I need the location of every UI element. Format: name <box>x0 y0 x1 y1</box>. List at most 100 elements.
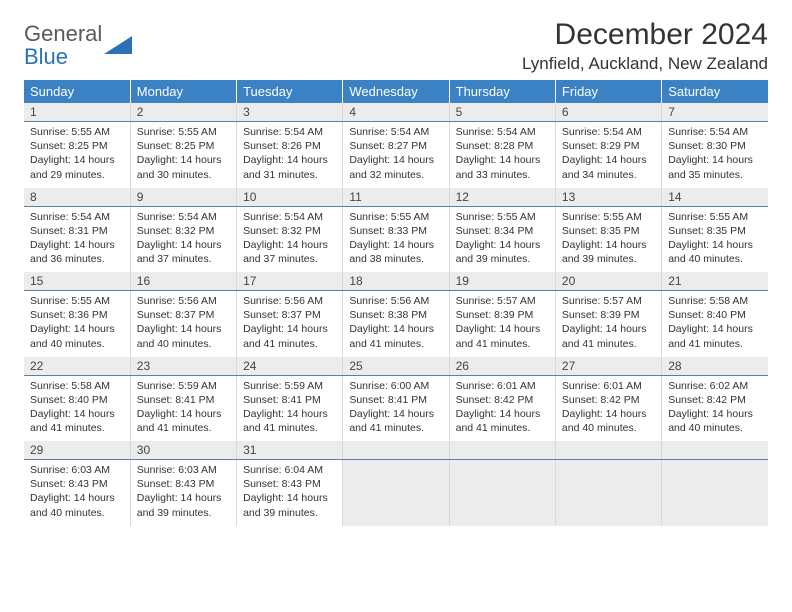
day-number-cell: 29 <box>24 441 130 460</box>
day-number: 29 <box>24 441 130 459</box>
day-details: Sunrise: 6:02 AMSunset: 8:42 PMDaylight:… <box>662 376 768 439</box>
day-details: Sunrise: 5:55 AMSunset: 8:34 PMDaylight:… <box>450 207 555 270</box>
day-details: Sunrise: 5:57 AMSunset: 8:39 PMDaylight:… <box>450 291 555 354</box>
day-number-cell: 23 <box>130 357 236 376</box>
day-body-cell: Sunrise: 5:58 AMSunset: 8:40 PMDaylight:… <box>24 375 130 441</box>
day-details: Sunrise: 5:59 AMSunset: 8:41 PMDaylight:… <box>237 376 342 439</box>
day-number-cell: 1 <box>24 103 130 122</box>
day-number-cell <box>343 441 449 460</box>
day-number-cell: 15 <box>24 272 130 291</box>
daynum-row: 1234567 <box>24 103 768 122</box>
day-number-cell: 24 <box>237 357 343 376</box>
day-body-cell: Sunrise: 5:56 AMSunset: 8:38 PMDaylight:… <box>343 291 449 357</box>
day-number-cell: 20 <box>555 272 661 291</box>
day-body-cell: Sunrise: 5:54 AMSunset: 8:29 PMDaylight:… <box>555 122 661 188</box>
day-body-cell: Sunrise: 5:55 AMSunset: 8:36 PMDaylight:… <box>24 291 130 357</box>
day-body-cell <box>555 460 661 526</box>
day-header: Sunday <box>24 80 130 103</box>
day-body-cell: Sunrise: 6:00 AMSunset: 8:41 PMDaylight:… <box>343 375 449 441</box>
day-details: Sunrise: 6:03 AMSunset: 8:43 PMDaylight:… <box>24 460 130 523</box>
daynum-row: 15161718192021 <box>24 272 768 291</box>
day-number: 27 <box>556 357 661 375</box>
day-number: 21 <box>662 272 768 290</box>
day-number: 22 <box>24 357 130 375</box>
day-number <box>343 441 448 445</box>
day-number-cell: 16 <box>130 272 236 291</box>
day-body-cell: Sunrise: 5:54 AMSunset: 8:31 PMDaylight:… <box>24 206 130 272</box>
day-body-row: Sunrise: 6:03 AMSunset: 8:43 PMDaylight:… <box>24 460 768 526</box>
day-body-cell: Sunrise: 5:55 AMSunset: 8:35 PMDaylight:… <box>555 206 661 272</box>
day-details: Sunrise: 5:55 AMSunset: 8:35 PMDaylight:… <box>662 207 768 270</box>
location: Lynfield, Auckland, New Zealand <box>522 54 768 74</box>
day-details: Sunrise: 5:54 AMSunset: 8:28 PMDaylight:… <box>450 122 555 185</box>
day-body-cell: Sunrise: 6:04 AMSunset: 8:43 PMDaylight:… <box>237 460 343 526</box>
day-number-cell <box>449 441 555 460</box>
day-number-cell: 10 <box>237 188 343 207</box>
day-details: Sunrise: 5:58 AMSunset: 8:40 PMDaylight:… <box>662 291 768 354</box>
daynum-row: 293031 <box>24 441 768 460</box>
day-number-cell: 11 <box>343 188 449 207</box>
logo: General Blue <box>24 22 134 68</box>
day-header: Saturday <box>662 80 768 103</box>
day-number: 13 <box>556 188 661 206</box>
day-number-cell: 9 <box>130 188 236 207</box>
day-number-cell: 2 <box>130 103 236 122</box>
day-number-cell: 30 <box>130 441 236 460</box>
day-details: Sunrise: 5:55 AMSunset: 8:35 PMDaylight:… <box>556 207 661 270</box>
day-number-cell <box>555 441 661 460</box>
day-number: 5 <box>450 103 555 121</box>
day-body-cell: Sunrise: 5:55 AMSunset: 8:25 PMDaylight:… <box>24 122 130 188</box>
day-details: Sunrise: 5:57 AMSunset: 8:39 PMDaylight:… <box>556 291 661 354</box>
day-details: Sunrise: 6:01 AMSunset: 8:42 PMDaylight:… <box>450 376 555 439</box>
daynum-row: 891011121314 <box>24 188 768 207</box>
day-number: 8 <box>24 188 130 206</box>
day-body-cell: Sunrise: 5:55 AMSunset: 8:34 PMDaylight:… <box>449 206 555 272</box>
day-number: 17 <box>237 272 342 290</box>
day-number-cell: 18 <box>343 272 449 291</box>
day-number: 30 <box>131 441 236 459</box>
title-block: December 2024 Lynfield, Auckland, New Ze… <box>522 18 768 74</box>
day-number: 12 <box>450 188 555 206</box>
day-number-cell: 8 <box>24 188 130 207</box>
day-body-cell: Sunrise: 5:54 AMSunset: 8:32 PMDaylight:… <box>237 206 343 272</box>
day-number-cell: 7 <box>662 103 768 122</box>
day-number: 2 <box>131 103 236 121</box>
day-body-cell: Sunrise: 5:56 AMSunset: 8:37 PMDaylight:… <box>130 291 236 357</box>
day-body-cell: Sunrise: 5:55 AMSunset: 8:35 PMDaylight:… <box>662 206 768 272</box>
logo-word-general: General <box>24 21 102 46</box>
day-body-cell: Sunrise: 5:55 AMSunset: 8:25 PMDaylight:… <box>130 122 236 188</box>
day-number <box>450 441 555 445</box>
logo-triangle-icon <box>104 34 134 56</box>
day-number-cell: 25 <box>343 357 449 376</box>
day-number: 19 <box>450 272 555 290</box>
day-body-cell: Sunrise: 5:54 AMSunset: 8:26 PMDaylight:… <box>237 122 343 188</box>
day-number: 25 <box>343 357 448 375</box>
day-number-cell: 6 <box>555 103 661 122</box>
day-number: 4 <box>343 103 448 121</box>
day-body-cell: Sunrise: 5:54 AMSunset: 8:30 PMDaylight:… <box>662 122 768 188</box>
day-body-cell: Sunrise: 5:57 AMSunset: 8:39 PMDaylight:… <box>555 291 661 357</box>
month-title: December 2024 <box>522 18 768 52</box>
day-body-cell: Sunrise: 6:03 AMSunset: 8:43 PMDaylight:… <box>24 460 130 526</box>
day-body-row: Sunrise: 5:55 AMSunset: 8:25 PMDaylight:… <box>24 122 768 188</box>
day-number: 9 <box>131 188 236 206</box>
day-body-cell: Sunrise: 5:54 AMSunset: 8:28 PMDaylight:… <box>449 122 555 188</box>
day-number: 6 <box>556 103 661 121</box>
day-number-cell: 19 <box>449 272 555 291</box>
day-details: Sunrise: 5:56 AMSunset: 8:37 PMDaylight:… <box>131 291 236 354</box>
day-body-cell: Sunrise: 5:58 AMSunset: 8:40 PMDaylight:… <box>662 291 768 357</box>
day-body-cell: Sunrise: 5:56 AMSunset: 8:37 PMDaylight:… <box>237 291 343 357</box>
day-details: Sunrise: 6:04 AMSunset: 8:43 PMDaylight:… <box>237 460 342 523</box>
day-details: Sunrise: 5:54 AMSunset: 8:27 PMDaylight:… <box>343 122 448 185</box>
day-number-cell: 5 <box>449 103 555 122</box>
day-details: Sunrise: 6:00 AMSunset: 8:41 PMDaylight:… <box>343 376 448 439</box>
day-number <box>662 441 768 445</box>
day-number: 16 <box>131 272 236 290</box>
day-number: 14 <box>662 188 768 206</box>
day-details: Sunrise: 5:55 AMSunset: 8:25 PMDaylight:… <box>24 122 130 185</box>
day-number: 26 <box>450 357 555 375</box>
day-number-cell: 22 <box>24 357 130 376</box>
day-details: Sunrise: 5:54 AMSunset: 8:29 PMDaylight:… <box>556 122 661 185</box>
day-number: 10 <box>237 188 342 206</box>
day-body-cell: Sunrise: 5:54 AMSunset: 8:32 PMDaylight:… <box>130 206 236 272</box>
